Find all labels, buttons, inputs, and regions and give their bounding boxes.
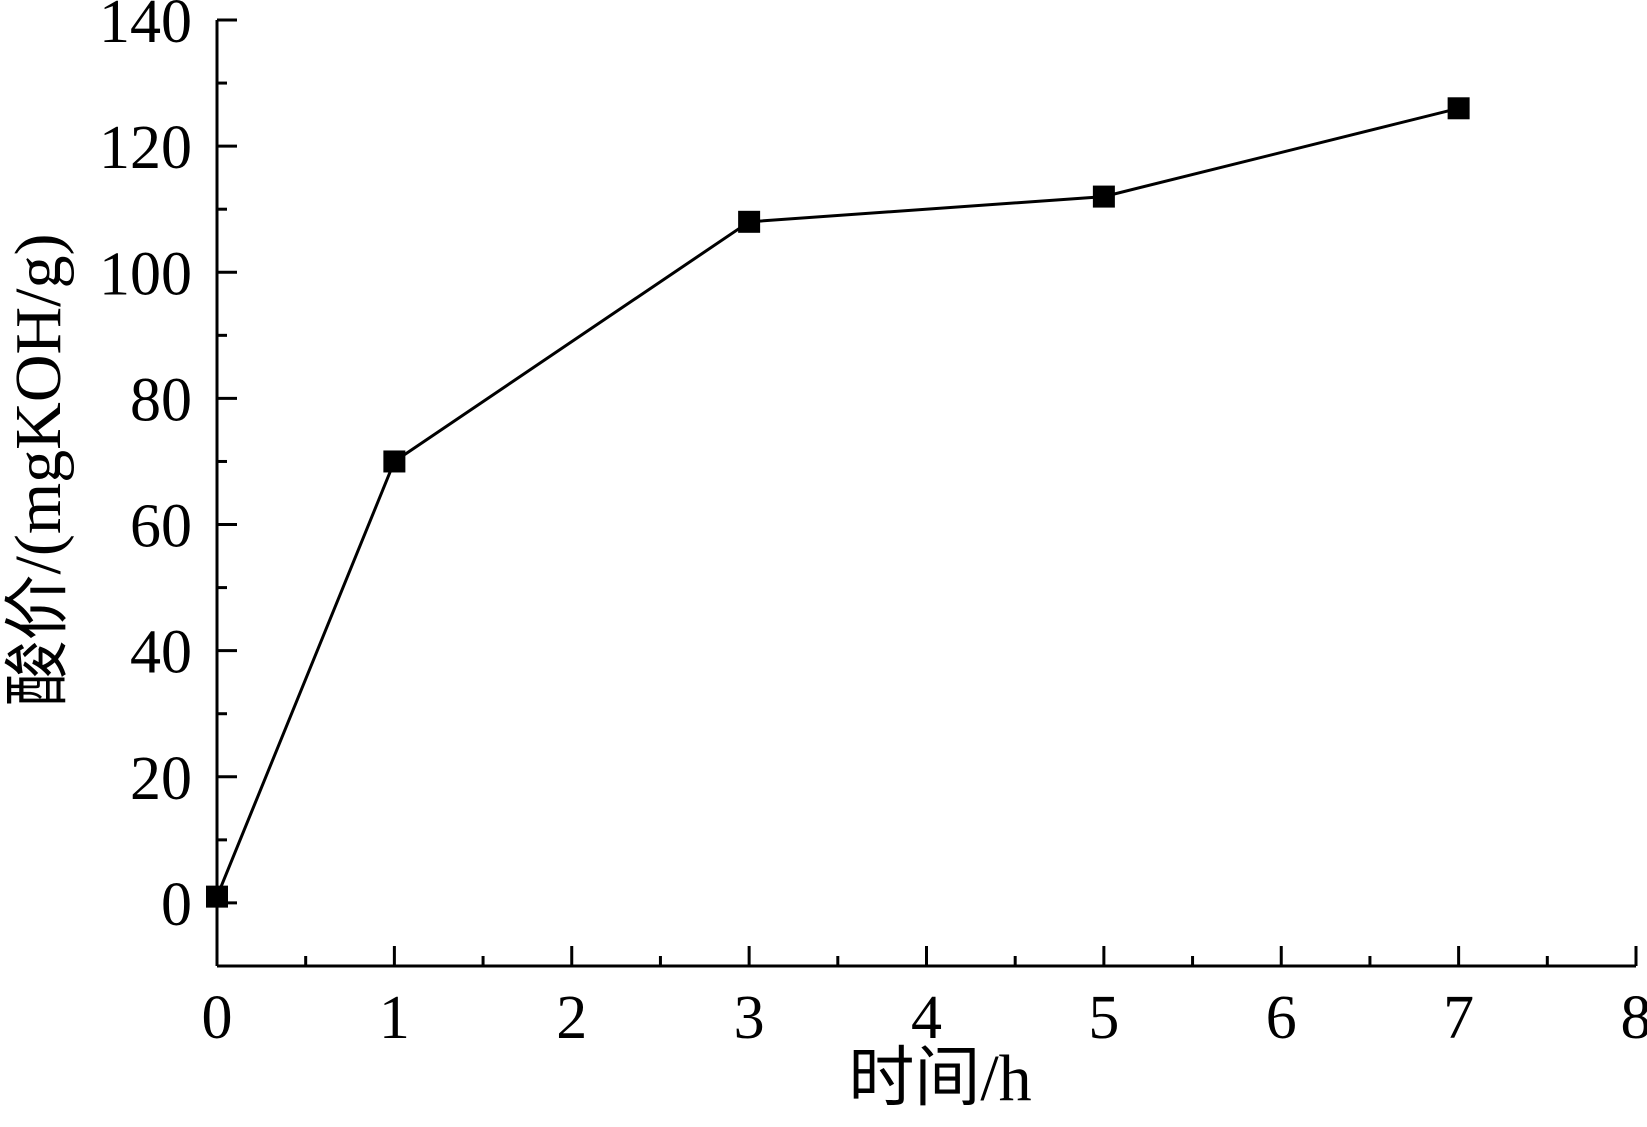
x-tick-label: 1 xyxy=(379,984,410,1052)
data-point-marker xyxy=(383,450,406,473)
x-tick-label: 5 xyxy=(1088,984,1119,1052)
x-tick-label: 8 xyxy=(1621,984,1647,1052)
x-tick-label: 3 xyxy=(734,984,765,1052)
data-point-marker xyxy=(1447,97,1470,120)
y-tick-label: 120 xyxy=(99,114,192,182)
y-tick-label: 40 xyxy=(130,619,192,687)
y-tick-label: 140 xyxy=(99,0,192,56)
data-point-marker xyxy=(1092,185,1115,208)
axes xyxy=(215,20,1636,968)
series xyxy=(206,97,1470,908)
y-tick-label: 20 xyxy=(130,745,192,813)
y-tick-label: 80 xyxy=(130,366,192,434)
data-point-marker xyxy=(738,210,761,233)
x-tick-label: 2 xyxy=(556,984,587,1052)
x-tick-label: 4 xyxy=(911,984,942,1052)
series-line xyxy=(215,106,1459,898)
x-axis-title: 时间/h xyxy=(848,1042,1031,1115)
x-tick-label: 7 xyxy=(1443,984,1474,1052)
x-tick-label: 0 xyxy=(202,984,233,1052)
x-tick-label: 6 xyxy=(1266,984,1297,1052)
data-point-marker xyxy=(206,885,228,908)
y-axis-title: 酸价/(mgKOH/g) xyxy=(2,234,75,707)
y-tick-label: 60 xyxy=(130,493,192,561)
y-tick-label: 100 xyxy=(99,240,192,308)
y-tick-label: 0 xyxy=(161,871,192,939)
